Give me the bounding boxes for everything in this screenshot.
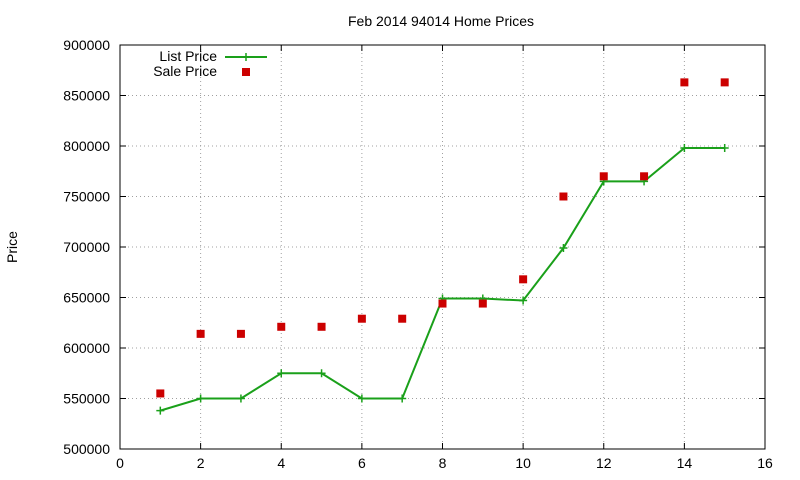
- sale-price-point: [519, 275, 528, 284]
- list-price-point: [196, 394, 205, 403]
- list-price-line: [160, 147, 725, 412]
- list-price-point: [236, 394, 245, 403]
- chart-title: Feb 2014 94014 Home Prices: [348, 13, 534, 29]
- x-tick-label: 12: [596, 455, 612, 471]
- sale-price-point: [277, 322, 286, 331]
- x-tick-label: 2: [197, 455, 205, 471]
- y-tick-label: 900000: [63, 37, 110, 53]
- x-tick-label: 8: [439, 455, 447, 471]
- list-price-point: [720, 144, 729, 153]
- sale-price-point: [357, 314, 366, 323]
- y-tick-label: 700000: [63, 239, 110, 255]
- y-tick-label: 500000: [63, 441, 110, 457]
- series-layer: [156, 78, 729, 415]
- y-tick-label: 750000: [63, 189, 110, 205]
- legend-label-sale-price: Sale Price: [153, 63, 217, 79]
- y-tick-label: 600000: [63, 340, 110, 356]
- legend-label-list-price: List Price: [159, 48, 217, 64]
- sale-price-point: [559, 192, 568, 201]
- y-tick-label: 850000: [63, 88, 110, 104]
- sale-price-point: [720, 78, 729, 87]
- sale-price-point: [236, 329, 245, 338]
- grid: [120, 45, 765, 449]
- sale-price-point: [680, 78, 689, 87]
- list-price-point: [559, 244, 568, 253]
- y-tick-label: 650000: [63, 290, 110, 306]
- y-tick-label: 800000: [63, 138, 110, 154]
- axes: 0 2 4 6 8 10 12 14 16 500000 550000 600000 650000 700…: [63, 37, 773, 471]
- sale-price-point: [156, 389, 165, 398]
- list-price-point: [277, 369, 286, 378]
- sale-price-point: [438, 299, 447, 308]
- legend-marker-sale-price: [242, 68, 250, 76]
- sale-price-point: [640, 172, 649, 181]
- list-price-point: [519, 296, 528, 305]
- x-tick-label: 16: [757, 455, 773, 471]
- list-price-point: [317, 369, 326, 378]
- legend: List Price Sale Price: [153, 48, 267, 79]
- sale-price-point: [317, 322, 326, 331]
- legend-marker-list-price: [242, 53, 250, 61]
- x-tick-label: 14: [677, 455, 693, 471]
- x-tick-label: 6: [358, 455, 366, 471]
- y-tick-label: 550000: [63, 391, 110, 407]
- sale-price-point: [196, 329, 205, 338]
- list-price-point: [357, 394, 366, 403]
- sale-price-point: [398, 314, 407, 323]
- x-tick-label: 4: [277, 455, 285, 471]
- sale-price-point: [599, 172, 608, 181]
- list-price-point: [156, 406, 165, 415]
- x-tick-label: 0: [116, 455, 124, 471]
- sale-price-point: [478, 299, 487, 308]
- x-tick-label: 10: [515, 455, 531, 471]
- y-axis-label: Price: [4, 231, 20, 263]
- plot-frame: [119, 44, 766, 450]
- list-price-point: [398, 394, 407, 403]
- list-price-point: [680, 144, 689, 153]
